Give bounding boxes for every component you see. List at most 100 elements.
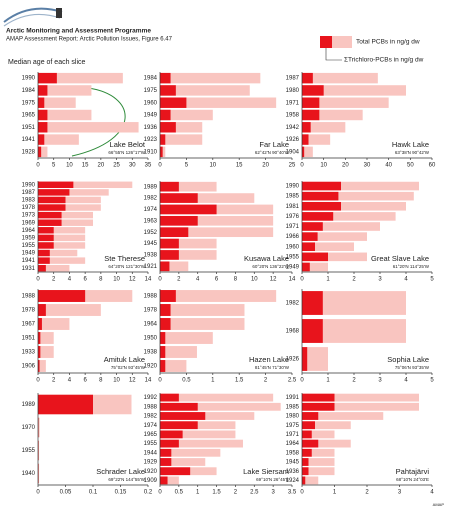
bar (160, 122, 176, 133)
x-tick-label: 3 (378, 378, 382, 384)
bar (38, 264, 46, 272)
legend-swatch-tri (320, 36, 332, 48)
y-tick-label: 1909 (144, 478, 158, 484)
x-tick-label: 1 (333, 490, 337, 496)
bar (160, 360, 187, 372)
bar (302, 191, 414, 201)
panel-title: Kusawa Lake (244, 254, 289, 263)
bar (302, 412, 384, 420)
y-tick-label: 1969 (22, 220, 36, 226)
bar (38, 196, 101, 204)
bar (160, 261, 189, 272)
y-tick-label: 1980 (286, 88, 300, 94)
bar (302, 242, 354, 252)
y-tick-label: 1971 (286, 100, 300, 106)
x-tick-label: 4 (68, 378, 72, 384)
y-tick-label: 1985 (286, 404, 300, 410)
bar (160, 250, 179, 260)
bar (302, 109, 320, 121)
x-tick-label: 3 (378, 277, 382, 283)
y-tick-label: 1976 (286, 214, 300, 220)
bar (38, 211, 62, 219)
y-tick-label: 1906 (22, 364, 36, 370)
y-tick-label: 1944 (144, 450, 158, 456)
x-tick-label: 5 (430, 277, 434, 283)
y-tick-label: 1936 (144, 125, 158, 131)
bar (302, 448, 335, 457)
x-tick-label: 0 (36, 163, 40, 169)
bar (302, 467, 309, 476)
bar (160, 227, 274, 238)
x-tick-label: 10 (320, 163, 327, 169)
y-tick-label: 1942 (286, 125, 300, 131)
bar (302, 97, 389, 108)
y-axis-label: Median age of each slice (8, 59, 86, 66)
y-tick-label: 1983 (22, 198, 36, 204)
bar (38, 134, 45, 145)
legend-label: ΣTrichloro-PCBs in ng/g dw (344, 57, 424, 64)
bar (38, 72, 123, 84)
x-tick-label: 12 (129, 378, 136, 384)
y-tick-label: 1951 (22, 125, 36, 131)
x-tick-label: 1 (326, 378, 330, 384)
y-tick-label: 1973 (22, 213, 36, 219)
bar (160, 72, 261, 84)
bar (160, 85, 250, 96)
y-tick-label: 1988 (144, 404, 158, 410)
panel-title: Lake Belot (110, 140, 146, 149)
bar (302, 291, 406, 315)
y-tick-label: 1936 (286, 469, 300, 475)
y-tick-label: 1985 (286, 194, 300, 200)
bar (160, 304, 245, 316)
bar (302, 421, 315, 430)
bar (38, 304, 46, 316)
panel-title: Far Lake (259, 140, 289, 149)
bar (160, 204, 217, 215)
y-tick-label: 1941 (22, 137, 36, 143)
bar (160, 430, 183, 439)
bar (160, 360, 166, 372)
y-tick-label: 1955 (22, 448, 36, 454)
y-tick-label: 1980 (286, 414, 300, 420)
x-tick-label: 0.15 (115, 490, 127, 496)
x-tick-label: 0 (158, 378, 162, 384)
x-tick-label: 0.5 (175, 490, 184, 496)
bar (302, 146, 313, 158)
y-tick-label: 1920 (144, 469, 158, 475)
bar (302, 319, 323, 343)
bar (38, 204, 66, 211)
bar (160, 458, 206, 466)
x-tick-label: 1.5 (212, 490, 221, 496)
bar (160, 402, 198, 411)
x-tick-label: 1 (196, 490, 200, 496)
y-tick-label: 1904 (286, 149, 300, 155)
y-tick-label: 1955 (286, 254, 300, 260)
y-tick-label: 1941 (22, 258, 36, 264)
y-tick-label: 1933 (22, 350, 36, 356)
bar (302, 430, 312, 439)
x-tick-label: 15 (236, 163, 243, 169)
x-tick-label: 20 (98, 163, 105, 169)
panel-title: Great Slave Lake (371, 254, 429, 263)
bar (38, 346, 54, 358)
bar (160, 181, 179, 192)
bar (160, 261, 170, 272)
bar (160, 402, 281, 411)
panel-title: Sophia Lake (387, 355, 429, 364)
x-tick-label: 0 (300, 490, 304, 496)
x-tick-label: 2 (177, 277, 181, 283)
panel-title: Amituk Lake (104, 355, 145, 364)
bar (302, 252, 328, 262)
x-tick-label: 10 (209, 163, 216, 169)
x-tick-label: 25 (289, 163, 296, 169)
bar (38, 346, 41, 358)
y-tick-label: 1938 (144, 253, 158, 259)
bar (38, 146, 48, 158)
x-tick-label: 10 (66, 163, 73, 169)
y-tick-label: 1921 (144, 264, 158, 270)
bar (160, 215, 274, 226)
bar (38, 417, 40, 438)
bar (160, 439, 243, 448)
bar (302, 212, 396, 221)
x-tick-label: 5 (185, 163, 189, 169)
